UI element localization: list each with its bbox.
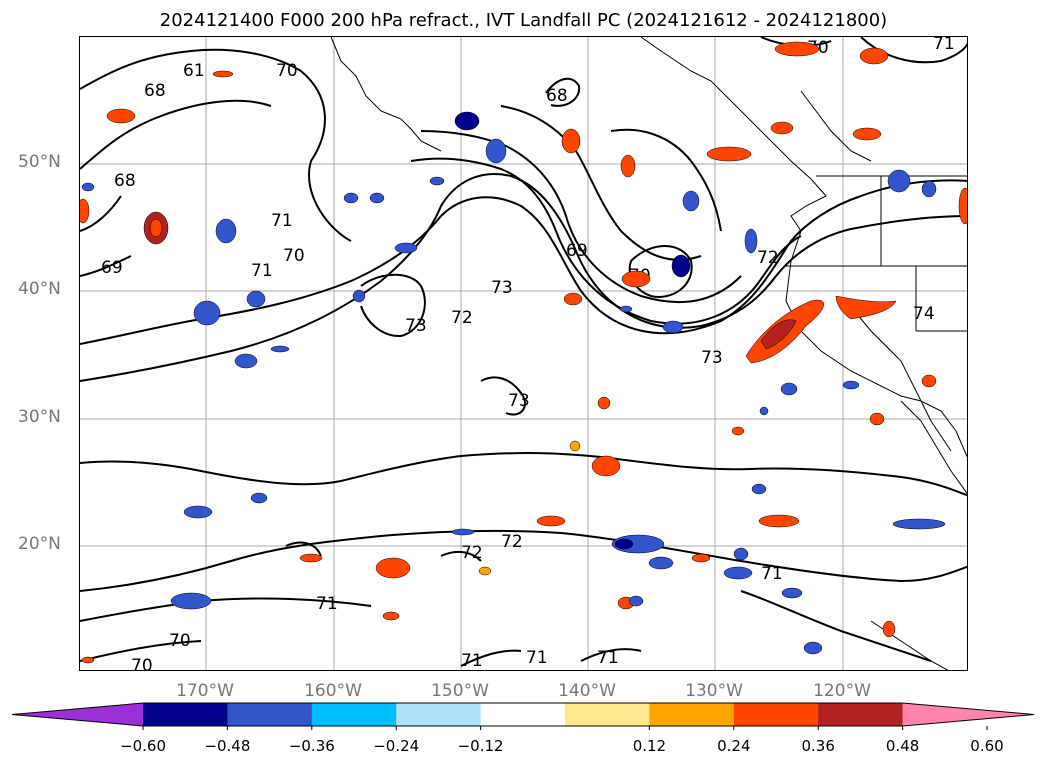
colorbar-extend-low: [12, 703, 143, 726]
colorbar-tick-label: 0.12: [632, 737, 667, 755]
contour-label: 71: [461, 651, 483, 671]
colorbar-segment: [480, 703, 566, 726]
contour-label: 69: [566, 241, 588, 261]
positive-anomalies: [80, 41, 967, 664]
colorbar-tick-label: −0.36: [288, 737, 335, 755]
refractivity-contours: [80, 37, 967, 667]
lat-label-40n: 40°N: [18, 279, 61, 299]
colorbar-graphic: [11, 702, 1035, 730]
contour-label: 71: [761, 564, 783, 584]
colorbar-tick-label: −0.24: [373, 737, 420, 755]
lon-label-130w: 130°W: [685, 681, 743, 701]
colorbar-segment: [733, 703, 819, 726]
lon-label-120w: 120°W: [813, 681, 871, 701]
contour-label: 73: [701, 348, 723, 368]
lon-label-170w: 170°W: [176, 681, 234, 701]
colorbar-segment: [143, 703, 228, 726]
lat-label-50n: 50°N: [18, 152, 61, 172]
contour-label: 70: [276, 61, 298, 81]
contour-label: 70: [169, 631, 191, 651]
contour-label: 72: [451, 308, 473, 328]
colorbar-segment: [311, 703, 397, 726]
colorbar-tick-label: 0.24: [717, 737, 751, 755]
contour-label: 73: [508, 391, 530, 411]
colorbar-segment: [565, 703, 650, 726]
contour-label: 72: [461, 543, 483, 563]
colorbar-segment: [227, 703, 313, 726]
contour-label: 70: [131, 656, 153, 671]
graticule: [80, 37, 967, 670]
contour-label: 61: [183, 61, 205, 81]
lon-label-150w: 150°W: [431, 681, 489, 701]
contour-labels: 70 61 68 68 69 71 70 71 73 72 73 69 68 7…: [101, 37, 955, 671]
colorbar-segment: [396, 703, 482, 726]
colorbar-segment: [649, 703, 735, 726]
map-canvas: 70 61 68 68 69 71 70 71 73 72 73 69 68 7…: [80, 37, 967, 671]
contour-label: 71: [933, 37, 955, 54]
contour-label: 72: [757, 248, 779, 268]
contour-label: 70: [283, 246, 305, 266]
contour-label: 73: [491, 278, 513, 298]
contour-label: 71: [316, 594, 338, 614]
contour-label: 74: [913, 304, 935, 324]
map-panel: 70 61 68 68 69 71 70 71 73 72 73 69 68 7…: [79, 36, 968, 671]
contour-label: 73: [405, 316, 427, 336]
lat-label-20n: 20°N: [18, 534, 61, 554]
colorbar-tick-label: −0.48: [204, 737, 251, 755]
contour-label: 71: [251, 261, 273, 281]
colorbar-tick-label: 0.36: [801, 737, 835, 755]
contour-label: 68: [114, 171, 136, 191]
colorbar-tick-label: 0.60: [970, 737, 1004, 755]
lat-label-30n: 30°N: [18, 407, 61, 427]
map-title: 2024121400 F000 200 hPa refract., IVT La…: [159, 10, 888, 31]
lon-label-160w: 160°W: [304, 681, 362, 701]
lon-label-140w: 140°W: [558, 681, 616, 701]
colorbar-tick-label: −0.60: [120, 737, 166, 755]
contour-label: 71: [271, 211, 293, 231]
contour-label: 71: [526, 648, 548, 668]
colorbar-segment: [818, 703, 904, 726]
colorbar-extend-high: [902, 703, 1034, 726]
contour-label: 68: [144, 81, 166, 101]
contour-label: 68: [546, 86, 568, 106]
contour-label: 72: [501, 532, 523, 552]
contour-label: 69: [101, 258, 123, 278]
colorbar-tick-label: 0.48: [885, 737, 920, 755]
negative-anomalies: [81, 111, 946, 655]
contour-label: 71: [597, 648, 619, 668]
colorbar-tick-label: −0.12: [457, 737, 504, 755]
